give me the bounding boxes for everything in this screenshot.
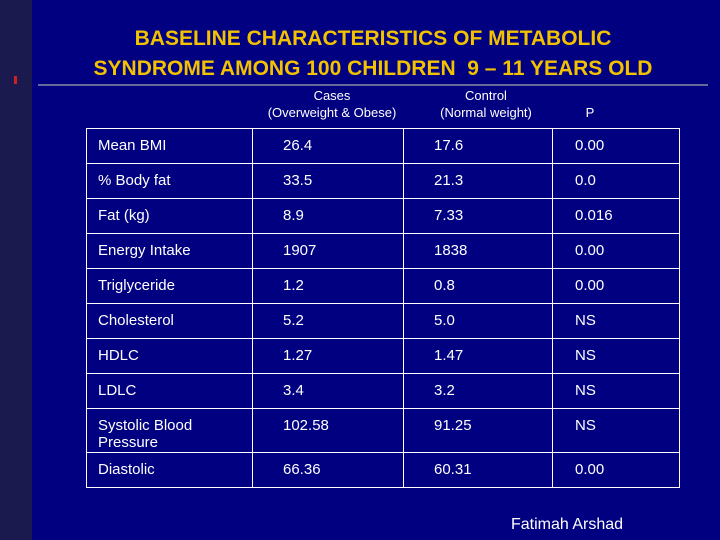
header-p: P bbox=[585, 105, 595, 120]
table-row: % Body fat 33.5 21.3 0.0 bbox=[86, 163, 680, 199]
table-row: Cholesterol 5.2 5.0 NS bbox=[86, 303, 680, 339]
left-accent-mark bbox=[14, 76, 17, 84]
header-control: Control (Normal weight) bbox=[424, 87, 548, 121]
cases-value: 33.5 bbox=[252, 163, 404, 199]
table-row: Systolic Blood Pressure 102.58 91.25 NS bbox=[86, 408, 680, 453]
cases-value: 66.36 bbox=[252, 452, 404, 488]
cases-value: 5.2 bbox=[252, 303, 404, 339]
title-divider bbox=[38, 84, 708, 86]
row-label: HDLC bbox=[86, 338, 253, 374]
p-value: 0.00 bbox=[552, 268, 680, 304]
table-row: Diastolic 66.36 60.31 0.00 bbox=[86, 452, 680, 488]
cases-value: 3.4 bbox=[252, 373, 404, 409]
p-value: NS bbox=[552, 338, 680, 374]
control-value: 3.2 bbox=[403, 373, 553, 409]
table-row: Fat (kg) 8.9 7.33 0.016 bbox=[86, 198, 680, 234]
table-row: Mean BMI 26.4 17.6 0.00 bbox=[86, 128, 680, 164]
table-row: Triglyceride 1.2 0.8 0.00 bbox=[86, 268, 680, 304]
row-label: Mean BMI bbox=[86, 128, 253, 164]
cases-value: 1.27 bbox=[252, 338, 404, 374]
row-label: % Body fat bbox=[86, 163, 253, 199]
control-value: 5.0 bbox=[403, 303, 553, 339]
p-value: 0.0 bbox=[552, 163, 680, 199]
row-label: LDLC bbox=[86, 373, 253, 409]
author-credit: Fatimah Arshad bbox=[511, 516, 624, 533]
row-label: Systolic Blood Pressure bbox=[86, 408, 253, 453]
control-value: 91.25 bbox=[403, 408, 553, 453]
table-row: HDLC 1.27 1.47 NS bbox=[86, 338, 680, 374]
control-value: 21.3 bbox=[403, 163, 553, 199]
control-value: 1.47 bbox=[403, 338, 553, 374]
p-value: NS bbox=[552, 303, 680, 339]
row-label: Triglyceride bbox=[86, 268, 253, 304]
table-row: LDLC 3.4 3.2 NS bbox=[86, 373, 680, 409]
cases-value: 8.9 bbox=[252, 198, 404, 234]
table-row: Energy Intake 1907 1838 0.00 bbox=[86, 233, 680, 269]
cases-value: 102.58 bbox=[252, 408, 404, 453]
control-value: 0.8 bbox=[403, 268, 553, 304]
cases-value: 1.2 bbox=[252, 268, 404, 304]
p-value: 0.00 bbox=[552, 128, 680, 164]
control-value: 60.31 bbox=[403, 452, 553, 488]
slide-title: BASELINE CHARACTERISTICS OF METABOLIC SY… bbox=[93, 27, 653, 80]
header-cases-line2: (Overweight & Obese) bbox=[267, 105, 397, 120]
control-value: 17.6 bbox=[403, 128, 553, 164]
header-control-line1: Control bbox=[465, 88, 507, 103]
control-value: 7.33 bbox=[403, 198, 553, 234]
cases-value: 26.4 bbox=[252, 128, 404, 164]
left-accent-bar bbox=[0, 0, 32, 540]
p-value: 0.00 bbox=[552, 233, 680, 269]
control-value: 1838 bbox=[403, 233, 553, 269]
p-value: 0.016 bbox=[552, 198, 680, 234]
p-value: 0.00 bbox=[552, 452, 680, 488]
row-label: Fat (kg) bbox=[86, 198, 253, 234]
header-cases-line1: Cases bbox=[313, 88, 351, 103]
header-control-line2: (Normal weight) bbox=[440, 105, 532, 120]
p-value: NS bbox=[552, 408, 680, 453]
header-cases: Cases (Overweight & Obese) bbox=[252, 87, 412, 121]
row-label: Cholesterol bbox=[86, 303, 253, 339]
row-label: Diastolic bbox=[86, 452, 253, 488]
baseline-table: Mean BMI 26.4 17.6 0.00% Body fat 33.5 21.3 0.… bbox=[86, 128, 680, 488]
cases-value: 1907 bbox=[252, 233, 404, 269]
row-label: Energy Intake bbox=[86, 233, 253, 269]
p-value: NS bbox=[552, 373, 680, 409]
